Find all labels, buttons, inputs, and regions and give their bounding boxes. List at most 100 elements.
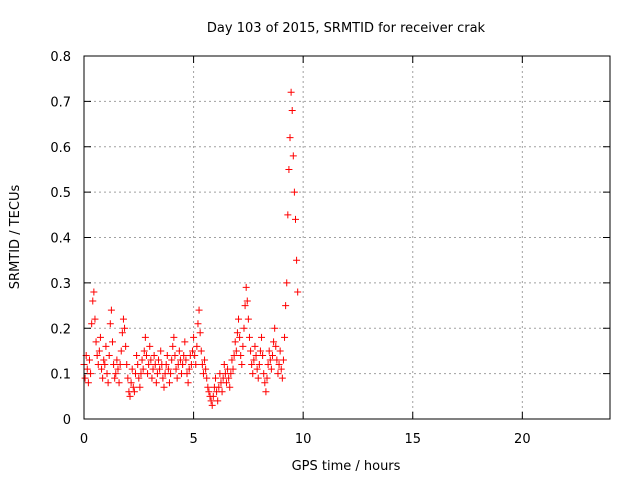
data-point xyxy=(294,288,302,296)
x-tick-label: 20 xyxy=(514,432,531,447)
data-point xyxy=(153,370,161,378)
data-point xyxy=(194,320,202,328)
data-point xyxy=(148,374,156,382)
data-point xyxy=(91,315,99,323)
data-point xyxy=(262,388,270,396)
y-tick-label: 0.1 xyxy=(50,368,71,383)
plot-frame xyxy=(83,55,611,420)
data-point xyxy=(141,333,149,341)
data-point xyxy=(279,356,287,364)
data-point xyxy=(228,356,236,364)
data-point xyxy=(169,342,177,350)
data-point xyxy=(134,361,142,369)
x-tick-label: 0 xyxy=(80,432,88,447)
data-point xyxy=(151,361,159,369)
data-point xyxy=(152,379,160,387)
data-point xyxy=(108,338,116,346)
data-point xyxy=(121,324,129,332)
data-point xyxy=(265,347,273,355)
data-point xyxy=(281,333,289,341)
data-point xyxy=(290,188,298,196)
data-point xyxy=(116,361,124,369)
data-point xyxy=(289,152,297,160)
data-point xyxy=(81,374,89,382)
data-point xyxy=(139,365,147,373)
data-point xyxy=(220,361,228,369)
data-point xyxy=(274,370,282,378)
ticks: 0 0.1 0.2 0.3 0.4 0.5 0.6 0.7 0.8 0 5 10 15 20 xyxy=(50,50,610,447)
data-point xyxy=(193,342,201,350)
data-point xyxy=(204,383,212,391)
data-point xyxy=(104,379,112,387)
data-point xyxy=(114,365,122,373)
data-point xyxy=(106,320,114,328)
data-point xyxy=(87,370,95,378)
data-point xyxy=(248,361,256,369)
data-point xyxy=(285,165,293,173)
data-point xyxy=(271,324,279,332)
data-point xyxy=(250,356,258,364)
data-point xyxy=(157,347,165,355)
data-point xyxy=(124,374,132,382)
data-point xyxy=(267,365,275,373)
y-tick-label: 0.4 xyxy=(50,232,71,247)
data-point xyxy=(85,356,93,364)
data-point xyxy=(199,370,207,378)
data-point xyxy=(272,342,280,350)
data-point xyxy=(160,383,168,391)
data-point xyxy=(287,88,295,96)
data-point xyxy=(140,347,148,355)
data-point xyxy=(273,356,281,364)
data-point xyxy=(238,361,246,369)
data-point xyxy=(226,383,234,391)
x-tick-label: 10 xyxy=(295,432,312,447)
data-point xyxy=(159,374,167,382)
data-point xyxy=(192,361,200,369)
data-point xyxy=(196,329,204,337)
data-point xyxy=(156,365,164,373)
data-point xyxy=(261,379,269,387)
data-point xyxy=(237,351,245,359)
data-point xyxy=(118,329,126,337)
y-tick-label: 0.7 xyxy=(50,95,71,110)
data-point xyxy=(259,351,267,359)
data-point xyxy=(245,333,253,341)
data-point xyxy=(130,388,138,396)
data-point xyxy=(162,361,170,369)
data-point xyxy=(113,356,121,364)
y-axis-label: SRMTID / TECUs xyxy=(8,185,23,290)
data-point xyxy=(181,338,189,346)
data-point xyxy=(225,374,233,382)
data-point xyxy=(260,370,268,378)
data-point xyxy=(96,333,104,341)
y-tick-label: 0 xyxy=(63,413,71,428)
data-point xyxy=(122,342,130,350)
data-point xyxy=(207,397,215,405)
data-point xyxy=(188,347,196,355)
data-point xyxy=(249,370,257,378)
data-point xyxy=(179,361,187,369)
data-point xyxy=(266,356,274,364)
data-point xyxy=(252,351,260,359)
data-point xyxy=(243,297,251,305)
data-point xyxy=(127,379,135,387)
data-point xyxy=(205,388,213,396)
data-point xyxy=(191,351,199,359)
data-point xyxy=(254,374,262,382)
data-point xyxy=(256,347,264,355)
data-point xyxy=(244,315,252,323)
data-point xyxy=(263,374,271,382)
x-axis-label: GPS time / hours xyxy=(292,459,401,474)
data-point xyxy=(107,306,115,314)
data-point xyxy=(115,379,123,387)
y-tick-label: 0.2 xyxy=(50,322,71,337)
data-point xyxy=(168,356,176,364)
data-point xyxy=(231,338,239,346)
data-point xyxy=(277,365,285,373)
data-point xyxy=(180,351,188,359)
data-point xyxy=(212,374,219,382)
data-point xyxy=(229,365,237,373)
data-point xyxy=(258,333,266,341)
data-points xyxy=(80,88,302,409)
data-point xyxy=(276,347,284,355)
